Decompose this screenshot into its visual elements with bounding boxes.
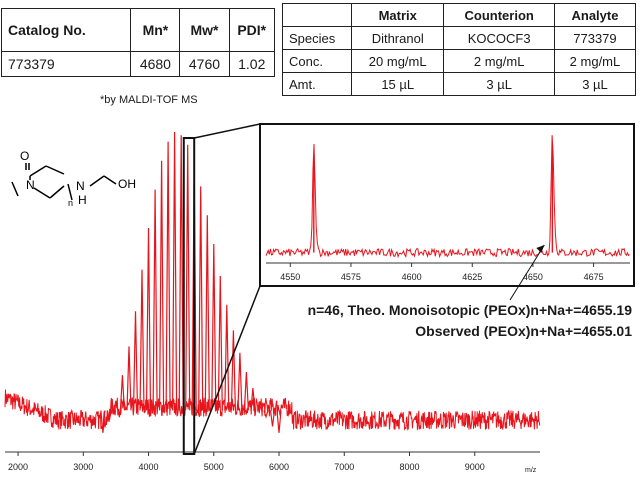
analyte-header: Analyte xyxy=(553,3,637,27)
row-label-conc: Conc. xyxy=(282,49,352,73)
main-peak xyxy=(119,375,125,411)
main-peak xyxy=(204,215,210,411)
main-x-tick-label: 2000 xyxy=(8,462,28,472)
annotation-theoretical: n=46, Theo. Monoisotopic (PEOx)n+Na+=465… xyxy=(307,302,632,318)
main-peak xyxy=(126,346,132,411)
main-peak xyxy=(198,186,204,411)
main-x-tick-label: 4000 xyxy=(139,462,159,472)
main-peak xyxy=(211,243,217,411)
main-peak xyxy=(100,410,106,433)
peox-structure: O N n N H OH xyxy=(11,149,136,208)
footnote: *by MALDI-TOF MS xyxy=(100,94,198,106)
main-peak xyxy=(276,410,282,433)
main-peak xyxy=(178,135,184,411)
main-x-axis-label: m/z xyxy=(525,467,537,474)
main-x-tick-label: 6000 xyxy=(269,462,289,472)
main-peak xyxy=(185,144,191,411)
main-peak xyxy=(159,160,165,411)
main-peak xyxy=(256,401,263,411)
repeat-subscript: n xyxy=(68,198,73,208)
main-peak xyxy=(269,410,276,427)
zoom-connector-top xyxy=(194,123,261,139)
annotation-arrow-head xyxy=(536,245,545,253)
main-peak xyxy=(224,304,230,411)
main-peak xyxy=(165,141,171,411)
main-peak xyxy=(237,352,243,411)
cell-species-analyte: 773379 xyxy=(553,26,637,50)
inset-x-tick-label: 4575 xyxy=(341,272,361,282)
main-peak xyxy=(132,311,139,411)
sample-table: Matrix Counterion Analyte Species Dithra… xyxy=(282,3,637,96)
pdi-value: 1.02 xyxy=(228,51,275,77)
catalog-table: Catalog No. Mn* Mw* PDI* 773379 4680 476… xyxy=(0,8,275,77)
annotation-arrow-line xyxy=(509,244,545,301)
nitrogen-label: N xyxy=(26,178,35,192)
catalog-value: 773379 xyxy=(0,51,132,77)
main-x-tick-label: 7000 xyxy=(334,462,354,472)
cell-conc-analyte: 2 mg/mL xyxy=(553,49,637,73)
inset-x-tick-label: 4625 xyxy=(462,272,482,282)
zoom-region-box xyxy=(182,137,196,455)
cell-amt-matrix: 15 µL xyxy=(350,72,445,96)
main-peak xyxy=(113,400,119,411)
main-peak xyxy=(145,227,152,411)
amine-h-label: H xyxy=(78,193,87,207)
main-peak xyxy=(172,131,178,411)
oxygen-label: O xyxy=(20,149,29,163)
row-label-amt: Amt. xyxy=(282,72,352,96)
inset-frame xyxy=(259,123,635,287)
inset-x-tick-label: 4675 xyxy=(584,272,604,282)
main-peak xyxy=(152,189,158,411)
matrix-header: Matrix xyxy=(350,3,445,27)
cell-amt-analyte: 3 µL xyxy=(553,72,637,96)
cell-species-matrix: Dithranol xyxy=(350,26,445,50)
annotation-observed: Observed (PEOx)n+Na+=4655.01 xyxy=(415,323,632,339)
main-peak xyxy=(106,410,112,421)
main-x-tick-label: 3000 xyxy=(73,462,93,472)
main-peak xyxy=(250,387,256,411)
mw-value: 4760 xyxy=(179,51,230,77)
inset-x-tick-label: 4600 xyxy=(402,272,422,282)
main-x-tick-label: 9000 xyxy=(465,462,485,472)
main-peak xyxy=(263,410,269,419)
pdi-header: PDI* xyxy=(228,8,275,52)
inset-x-tick-label: 4550 xyxy=(280,272,300,282)
catalog-header: Catalog No. xyxy=(0,8,132,52)
main-spectrum-baseline xyxy=(4,389,541,431)
amine-n-label: N xyxy=(76,179,85,193)
inset-spectrum-line xyxy=(265,135,630,259)
main-peak xyxy=(243,371,249,411)
main-x-tick-label: 5000 xyxy=(204,462,224,472)
hydroxyl-label: OH xyxy=(118,177,136,191)
mn-header: Mn* xyxy=(130,8,181,52)
zoom-connector-bottom xyxy=(193,285,261,455)
main-peak xyxy=(217,275,223,411)
cell-species-counterion: KOCOCF3 xyxy=(443,26,555,50)
inset-x-tick-label: 4650 xyxy=(523,272,543,282)
main-peak xyxy=(139,269,145,411)
main-peak xyxy=(230,330,236,411)
counterion-header: Counterion xyxy=(443,3,555,27)
main-x-tick-label: 8000 xyxy=(399,462,419,472)
